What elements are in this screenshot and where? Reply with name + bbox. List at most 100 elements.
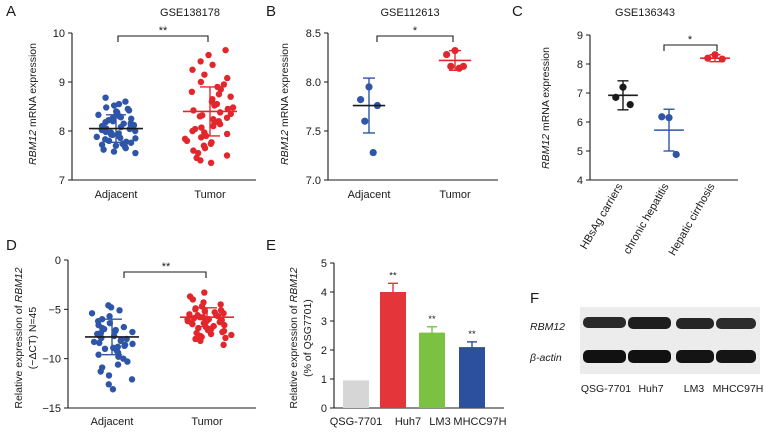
data-point: [215, 91, 223, 98]
data-point: [120, 323, 128, 331]
data-point: [220, 310, 227, 317]
panel-d-category-tumor: Tumor: [191, 416, 223, 428]
data-point: [209, 61, 216, 69]
data-point: [197, 337, 204, 345]
data-point: [102, 94, 109, 101]
data-point: [112, 142, 120, 149]
panel-e-y-tick-label: 2: [321, 345, 327, 357]
panel-b-y-tick-label: 7.0: [306, 175, 321, 187]
data-point: [117, 337, 124, 345]
panel-letter-d: D: [6, 237, 17, 254]
panel-b: B GSE112613 RBM12 mRNA expression 7.0 7.5…: [266, 3, 498, 201]
data-point: [105, 372, 113, 379]
panel-a-y-ticks: 7 8 9 10: [53, 28, 72, 187]
data-point: [196, 113, 204, 120]
panel-d: D Relative expression of RBM12 (−ΔCT) N=…: [6, 237, 256, 428]
panel-c-significance-bracket: [663, 44, 718, 51]
data-point: [100, 146, 107, 153]
data-point: [216, 109, 224, 116]
data-point: [626, 101, 634, 109]
panel-e-category-huh7: Huh7: [395, 416, 421, 428]
data-point: [194, 149, 202, 157]
data-point: [361, 117, 369, 125]
panel-d-y-title-pre: Relative expression of: [13, 302, 25, 408]
panel-d-significance: **: [162, 261, 171, 273]
data-point: [132, 149, 139, 157]
data-point: [129, 340, 136, 348]
panel-e-y-tick-label: 0: [321, 403, 327, 415]
blot-lane-lm3: LM3: [684, 383, 705, 395]
panel-c-y-tick-label: 5: [577, 146, 583, 158]
panel-b-y-title-gene: RBM12: [279, 130, 291, 165]
blot-lane-huh7: Huh7: [638, 383, 663, 395]
data-point: [216, 120, 224, 128]
panel-d-y-tick-label: −5: [48, 304, 61, 316]
data-point: [207, 330, 215, 338]
panel-e-y-tick-label: 3: [321, 316, 327, 328]
panel-b-y-tick-label: 7.5: [306, 126, 321, 138]
panel-e-y-axis-title-line2: (% of QSG7701): [302, 299, 314, 377]
data-point: [227, 110, 235, 118]
data-point: [109, 131, 116, 139]
panel-e-y-ticks: 0 1 2 3 4 5: [321, 258, 334, 415]
data-point: [219, 328, 226, 336]
panel-c-category-cirrhosis: Hepatic cirrhosis: [667, 181, 718, 258]
band-rbm12-mhcc97h: [716, 318, 756, 329]
data-point: [224, 105, 232, 113]
data-point: [122, 144, 129, 152]
data-point: [189, 127, 196, 135]
bar-significance: **: [468, 329, 476, 340]
panel-e-category-qsg7701: QSG-7701: [330, 416, 383, 428]
data-point: [110, 148, 118, 155]
panel-a-y-tick-label: 9: [59, 77, 65, 89]
panel-letter-a: A: [6, 3, 16, 20]
data-point: [109, 118, 117, 125]
panel-a-y-title-rest: mRNA expression: [27, 43, 39, 130]
data-point: [197, 134, 205, 141]
data-point: [201, 71, 208, 78]
data-point: [672, 150, 680, 159]
data-point: [201, 289, 208, 296]
data-point: [223, 152, 231, 159]
panel-e-y-tick-label: 1: [321, 374, 327, 386]
bar: [380, 292, 406, 408]
data-point: [189, 296, 197, 303]
data-point: [369, 148, 377, 157]
band-actin-lm3: [676, 350, 714, 363]
data-point: [98, 141, 106, 148]
panel-a-category-tumor: Tumor: [194, 189, 226, 201]
data-point: [228, 331, 235, 339]
data-point: [88, 310, 96, 317]
panel-e-y-axis-title-line1: Relative expression of RBM12: [288, 267, 300, 408]
data-point: [217, 86, 225, 93]
data-point: [443, 50, 451, 59]
bar-significance: **: [389, 270, 397, 281]
data-point: [216, 318, 223, 326]
data-point: [207, 140, 215, 147]
panel-e-y-title-pre: Relative expression of: [288, 302, 300, 408]
panel-letter-c: C: [512, 3, 523, 20]
bar: [419, 332, 445, 408]
data-point: [112, 327, 119, 335]
data-point: [188, 88, 196, 96]
data-point: [223, 130, 231, 138]
panel-c-y-tick-label: 4: [577, 175, 583, 187]
panel-b-y-axis-title: RBM12 mRNA expression: [279, 43, 291, 165]
data-point: [114, 361, 122, 368]
panel-d-y-tick-label: −15: [42, 403, 61, 415]
band-rbm12-huh7: [628, 317, 671, 329]
panel-d-significance-bracket: [123, 271, 207, 278]
blot-lane-mhcc97h: MHCC97H: [713, 383, 764, 395]
data-point: [198, 124, 205, 131]
band-actin-mhcc97h: [716, 350, 756, 363]
data-point: [192, 306, 199, 313]
data-point: [117, 114, 125, 121]
panel-letter-b: B: [266, 3, 276, 20]
data-point: [222, 334, 229, 342]
panel-c-category-chronic: chronic hepatitis: [621, 181, 671, 256]
data-point: [227, 93, 234, 100]
data-point: [105, 381, 112, 388]
data-point: [96, 339, 103, 347]
panel-d-y-ticks: −15 −10 −5 0: [42, 255, 68, 415]
data-point: [102, 128, 110, 136]
